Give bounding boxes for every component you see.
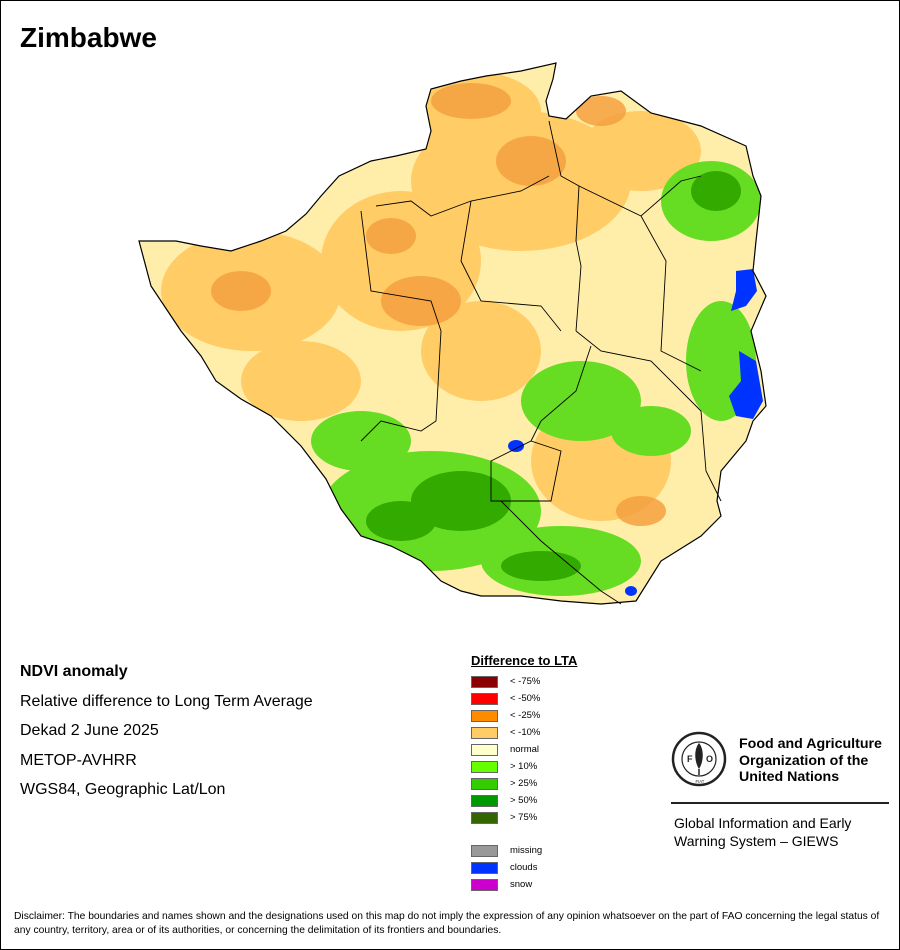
legend-swatch bbox=[471, 861, 498, 874]
above-25-patches bbox=[366, 171, 741, 581]
legend-item: < -25% bbox=[471, 707, 577, 724]
below-25-patches bbox=[211, 83, 666, 526]
province-boundaries bbox=[360, 120, 722, 605]
organization-name: Food and Agriculture Organization of the… bbox=[739, 736, 882, 785]
legend-item: missing bbox=[471, 842, 577, 859]
legend-swatch bbox=[471, 777, 498, 790]
svg-text:F: F bbox=[687, 754, 693, 764]
legend-label: > 75% bbox=[510, 812, 538, 823]
sensor-name: METOP-AVHRR bbox=[20, 751, 137, 769]
legend-swatch bbox=[471, 878, 498, 891]
legend-swatch bbox=[471, 743, 498, 756]
legend-swatch bbox=[471, 726, 498, 739]
legend-swatch bbox=[471, 760, 498, 773]
legend-label: normal bbox=[510, 744, 540, 755]
product-name: NDVI anomaly bbox=[20, 663, 128, 680]
legend-swatch bbox=[471, 794, 498, 807]
cloud-patches bbox=[508, 269, 763, 596]
legend-swatch bbox=[471, 844, 498, 857]
legend-item: < -75% bbox=[471, 673, 577, 690]
legend: Difference to LTA < -75% < -50% < -25% <… bbox=[471, 653, 577, 893]
divider bbox=[671, 802, 889, 804]
map-info: NDVI anomaly Relative difference to Long… bbox=[20, 657, 313, 805]
legend-item: > 10% bbox=[471, 758, 577, 775]
legend-swatch bbox=[471, 811, 498, 824]
disclaimer: Disclaimer: The boundaries and names sho… bbox=[14, 911, 880, 936]
svg-text:FIAT: FIAT bbox=[696, 779, 705, 784]
legend-swatch bbox=[471, 675, 498, 688]
map-title: Zimbabwe bbox=[20, 22, 157, 53]
legend-label: clouds bbox=[510, 862, 538, 873]
legend-label: missing bbox=[510, 845, 543, 856]
legend-item: normal bbox=[471, 741, 577, 758]
legend-item: < -10% bbox=[471, 724, 577, 741]
legend-item: > 75% bbox=[471, 809, 577, 826]
product-description: Relative difference to Long Term Average bbox=[20, 692, 313, 710]
legend-swatch bbox=[471, 692, 498, 705]
legend-label: > 50% bbox=[510, 795, 538, 806]
legend-label: < -50% bbox=[510, 693, 541, 704]
legend-item: > 50% bbox=[471, 792, 577, 809]
svg-text:O: O bbox=[706, 754, 713, 764]
legend-label: snow bbox=[510, 879, 533, 890]
legend-item: clouds bbox=[471, 859, 577, 876]
projection: WGS84, Geographic Lat/Lon bbox=[20, 781, 226, 798]
legend-item: > 25% bbox=[471, 775, 577, 792]
legend-label: < -10% bbox=[510, 727, 541, 738]
legend-label: > 10% bbox=[510, 761, 538, 772]
fao-logo-icon: F O FIAT bbox=[671, 731, 727, 787]
time-period: Dekad 2 June 2025 bbox=[20, 722, 159, 739]
system-name: Global Information and Early Warning Sys… bbox=[674, 815, 852, 849]
legend-label: < -75% bbox=[510, 676, 541, 687]
legend-label: < -25% bbox=[510, 710, 541, 721]
legend-item: < -50% bbox=[471, 690, 577, 707]
ndvi-anomaly-map bbox=[138, 62, 767, 605]
country-border bbox=[138, 62, 767, 605]
legend-item: snow bbox=[471, 876, 577, 893]
legend-title: Difference to LTA bbox=[471, 653, 578, 668]
legend-label: > 25% bbox=[510, 778, 538, 789]
legend-spacer bbox=[471, 826, 577, 842]
legend-swatch bbox=[471, 709, 498, 722]
anomaly-patches bbox=[161, 71, 763, 596]
